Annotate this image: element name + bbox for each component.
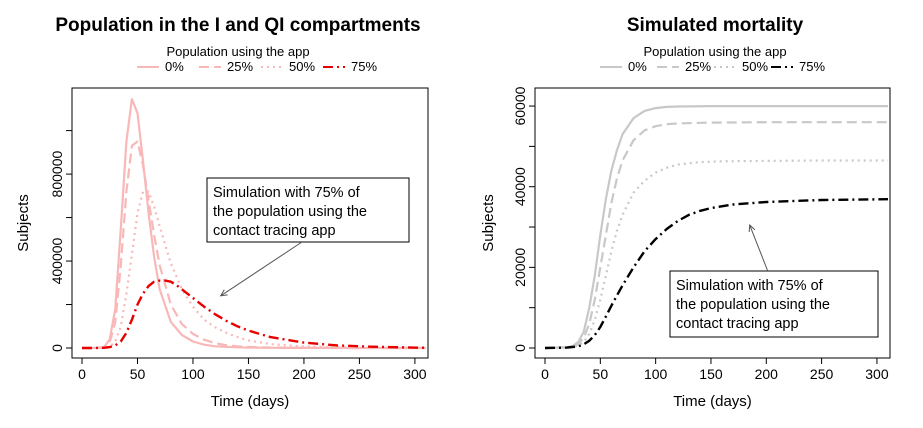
chart-title: Simulated mortality [627, 15, 804, 36]
legend-label-75: 75% [351, 59, 377, 74]
legend-label-0: 0% [165, 59, 184, 74]
annotation-arrowhead [748, 223, 756, 233]
x-tick-label: 50 [593, 366, 609, 382]
annotation-text: contact tracing app [676, 316, 799, 332]
x-tick-label: 150 [699, 366, 723, 382]
x-tick-label: 100 [181, 366, 205, 382]
annotation-arrow [749, 224, 769, 272]
legend-label-50: 50% [742, 59, 768, 74]
x-tick-label: 0 [78, 366, 86, 382]
y-tick-label: 0 [512, 344, 528, 352]
y-tick-label: 20000 [512, 248, 528, 287]
series-line-75 [544, 198, 889, 350]
y-axis-label: Subjects [15, 194, 32, 252]
x-tick-label: 0 [541, 366, 549, 382]
x-tick-label: 250 [348, 366, 372, 382]
legend-title: Population using the app [643, 44, 786, 59]
y-tick-label: 400000 [49, 237, 65, 284]
x-tick-label: 200 [292, 366, 316, 382]
annotation-box [669, 270, 879, 338]
x-tick-label: 250 [810, 366, 834, 382]
y-tick-label: 40000 [512, 167, 528, 206]
y-tick-label: 800000 [49, 151, 65, 198]
panel-mortality: Simulated mortality Population using the … [480, 15, 891, 410]
y-tick-label: 0 [49, 344, 65, 352]
series-line-50 [544, 159, 888, 350]
x-tick-label: 50 [130, 366, 146, 382]
x-axis-label: Time (days) [673, 393, 752, 410]
annotation-box [206, 177, 410, 243]
annotation-text: contact tracing app [213, 223, 336, 239]
x-tick-label: 200 [755, 366, 779, 382]
panel-infected: Population in the I and QI compartments P… [15, 15, 429, 410]
annotation-text: the population using the [213, 204, 367, 220]
annotation-text: the population using the [676, 297, 830, 313]
y-axis-label: Subjects [480, 194, 497, 252]
legend-label-25: 25% [685, 59, 711, 74]
legend-title: Population using the app [166, 44, 309, 59]
annotation-text: Simulation with 75% of [676, 278, 824, 294]
series-line-75 [82, 279, 427, 350]
chart-title: Population in the I and QI compartments [55, 15, 420, 36]
x-tick-label: 100 [644, 366, 668, 382]
series-line-25 [544, 121, 888, 350]
plot-frame [534, 87, 891, 359]
annotation-text: Simulation with 75% of [213, 185, 361, 201]
x-tick-label: 300 [865, 366, 889, 382]
annotation-arrowhead [219, 289, 228, 297]
legend-label-50: 50% [289, 59, 315, 74]
legend-label-75: 75% [799, 59, 825, 74]
series-line-50 [82, 190, 427, 350]
legend-label-25: 25% [227, 59, 253, 74]
plot-frame [71, 87, 429, 359]
series-line-25 [82, 140, 426, 350]
x-tick-label: 300 [403, 366, 427, 382]
y-tick-label: 60000 [512, 86, 528, 125]
x-axis-label: Time (days) [211, 393, 290, 410]
x-tick-label: 150 [237, 366, 261, 382]
annotation-arrow [220, 241, 303, 297]
series-line-0 [544, 104, 888, 350]
legend-label-0: 0% [628, 59, 647, 74]
